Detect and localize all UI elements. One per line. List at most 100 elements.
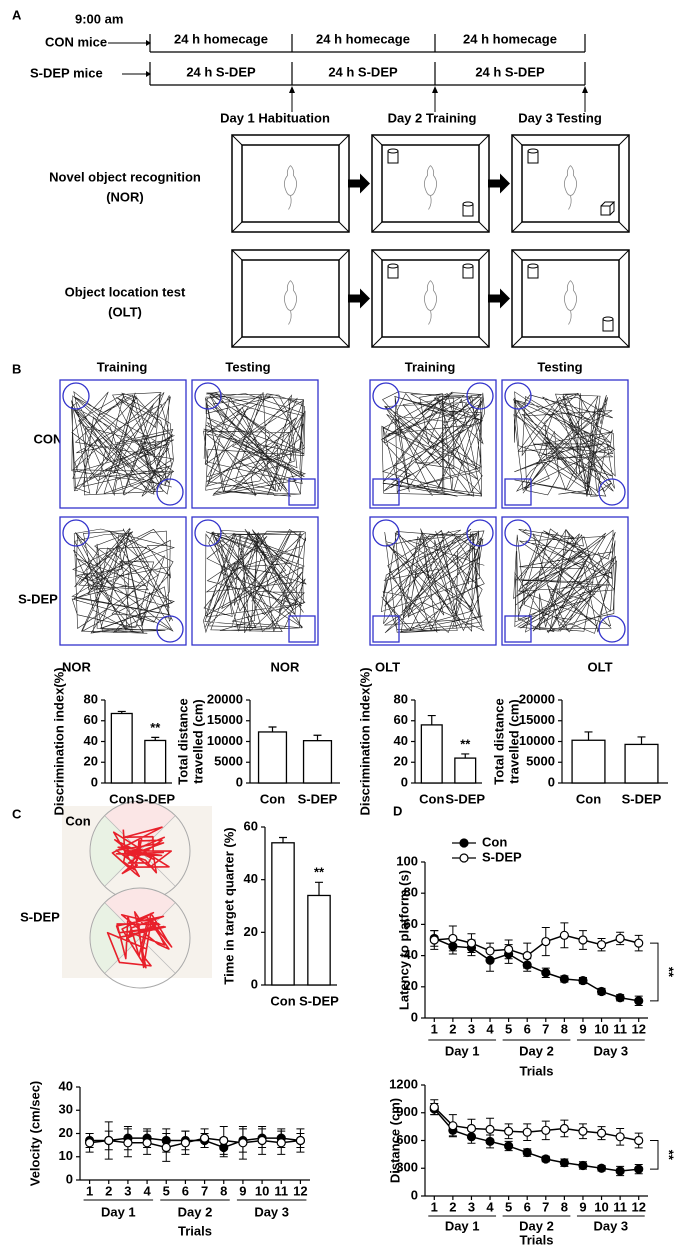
y-axis-label: Discrimination index(%) xyxy=(51,667,66,815)
chart-title: OLT xyxy=(587,659,612,674)
arena-edge xyxy=(511,221,523,233)
arena-edge xyxy=(231,336,243,348)
series-line xyxy=(433,1106,639,1142)
arrow-head xyxy=(432,86,438,93)
x-tick-label: 11 xyxy=(613,1021,627,1036)
legend-label: Con xyxy=(482,834,507,849)
point xyxy=(578,1160,588,1171)
block-label: 24 h homecage xyxy=(463,31,557,46)
trajectory xyxy=(71,527,176,634)
x-tick-label: 2 xyxy=(449,1021,456,1036)
x-tick-label: 8 xyxy=(561,1199,568,1214)
point xyxy=(596,1128,607,1138)
x-tick-label: 1 xyxy=(86,1183,93,1198)
x-tick-label: 3 xyxy=(124,1183,131,1198)
y-tick-label: 100 xyxy=(396,853,418,868)
x-tick-label: 7 xyxy=(542,1199,549,1214)
x-tick-label: 4 xyxy=(486,1199,494,1214)
quadrant-line xyxy=(104,902,141,939)
point xyxy=(448,1121,458,1131)
phase-label: Testing xyxy=(225,359,270,374)
arena-edge xyxy=(478,249,490,261)
y-tick-label: 80 xyxy=(394,691,408,706)
object xyxy=(462,263,474,269)
x-tick-label: 9 xyxy=(579,1021,586,1036)
block-label: 24 h homecage xyxy=(174,31,268,46)
object-zone xyxy=(156,478,184,506)
block-label: 24 h S-DEP xyxy=(328,64,398,79)
x-tick-label: 12 xyxy=(293,1183,307,1198)
mouse xyxy=(563,280,578,325)
object-zone xyxy=(288,478,316,506)
y-tick-label: 0 xyxy=(251,976,258,991)
day-label: Day 3 Testing xyxy=(518,110,602,125)
y-axis-label: Distance (cm) xyxy=(387,1098,402,1183)
arena-edge xyxy=(371,134,383,146)
point xyxy=(634,1164,644,1174)
point xyxy=(615,1166,625,1176)
y-tick-label: 40 xyxy=(394,733,408,748)
group-label: CON mice xyxy=(45,34,107,49)
point xyxy=(142,1138,152,1148)
y-axis-label: Time in target quarter (%) xyxy=(221,827,236,984)
test-label: Object location test xyxy=(65,284,186,299)
point xyxy=(559,1123,569,1134)
group-label: S-DEP xyxy=(18,591,58,606)
bar xyxy=(454,757,477,784)
object-zone xyxy=(466,519,494,547)
x-tick-label: 9 xyxy=(239,1183,246,1198)
day-label: Day 1 xyxy=(445,1043,480,1058)
y-tick-label: 0 xyxy=(411,1187,418,1202)
day-label: Day 2 Training xyxy=(388,110,477,125)
object-zone xyxy=(62,519,90,547)
trajectory xyxy=(71,390,175,497)
series-line xyxy=(434,934,639,957)
trajectory xyxy=(513,528,617,634)
time-label: 9:00 am xyxy=(75,11,123,26)
x-tick-label: S-DEP xyxy=(135,791,175,806)
x-tick-label: 5 xyxy=(505,1021,512,1036)
object xyxy=(602,316,614,322)
arrow-head xyxy=(289,86,295,93)
x-tick-label: 11 xyxy=(613,1199,627,1214)
point xyxy=(541,936,551,947)
y-tick-label: 40 xyxy=(59,1078,73,1093)
error-bar xyxy=(117,710,126,714)
significance: ** xyxy=(460,736,471,751)
arena-edge xyxy=(371,336,383,348)
panel-label: C xyxy=(12,806,22,821)
point xyxy=(485,955,495,965)
day-label: Day 1 xyxy=(445,1218,480,1233)
point xyxy=(429,1102,439,1112)
chart-title: OLT xyxy=(375,659,400,674)
point xyxy=(559,974,569,984)
mouse xyxy=(283,165,298,210)
arena-edge xyxy=(338,336,350,348)
block-label: 24 h S-DEP xyxy=(475,64,545,79)
block-label: 24 h S-DEP xyxy=(186,64,256,79)
x-tick-label: 4 xyxy=(486,1021,494,1036)
arena-edge xyxy=(618,336,630,348)
y-tick-label: 300 xyxy=(396,1160,418,1175)
error-bar xyxy=(315,881,323,896)
y-tick-label: 60 xyxy=(394,712,408,727)
object xyxy=(527,263,539,269)
object-zone xyxy=(156,615,184,643)
object-zone xyxy=(504,478,532,506)
quadrant-line xyxy=(139,850,176,887)
error-bar xyxy=(637,736,646,745)
bar xyxy=(571,739,606,784)
point xyxy=(429,935,439,945)
trajectory xyxy=(380,528,485,634)
point xyxy=(485,1136,495,1147)
x-tick-label: 3 xyxy=(468,1199,475,1214)
mouse xyxy=(283,280,298,325)
arena-edge xyxy=(618,249,630,261)
flow-arrow xyxy=(348,173,370,194)
y-tick-label: 0 xyxy=(401,774,408,789)
test-label: (NOR) xyxy=(106,189,144,204)
group-label: CON xyxy=(34,431,63,446)
y-tick-label: 30 xyxy=(59,1102,73,1117)
object-zone xyxy=(372,615,400,643)
